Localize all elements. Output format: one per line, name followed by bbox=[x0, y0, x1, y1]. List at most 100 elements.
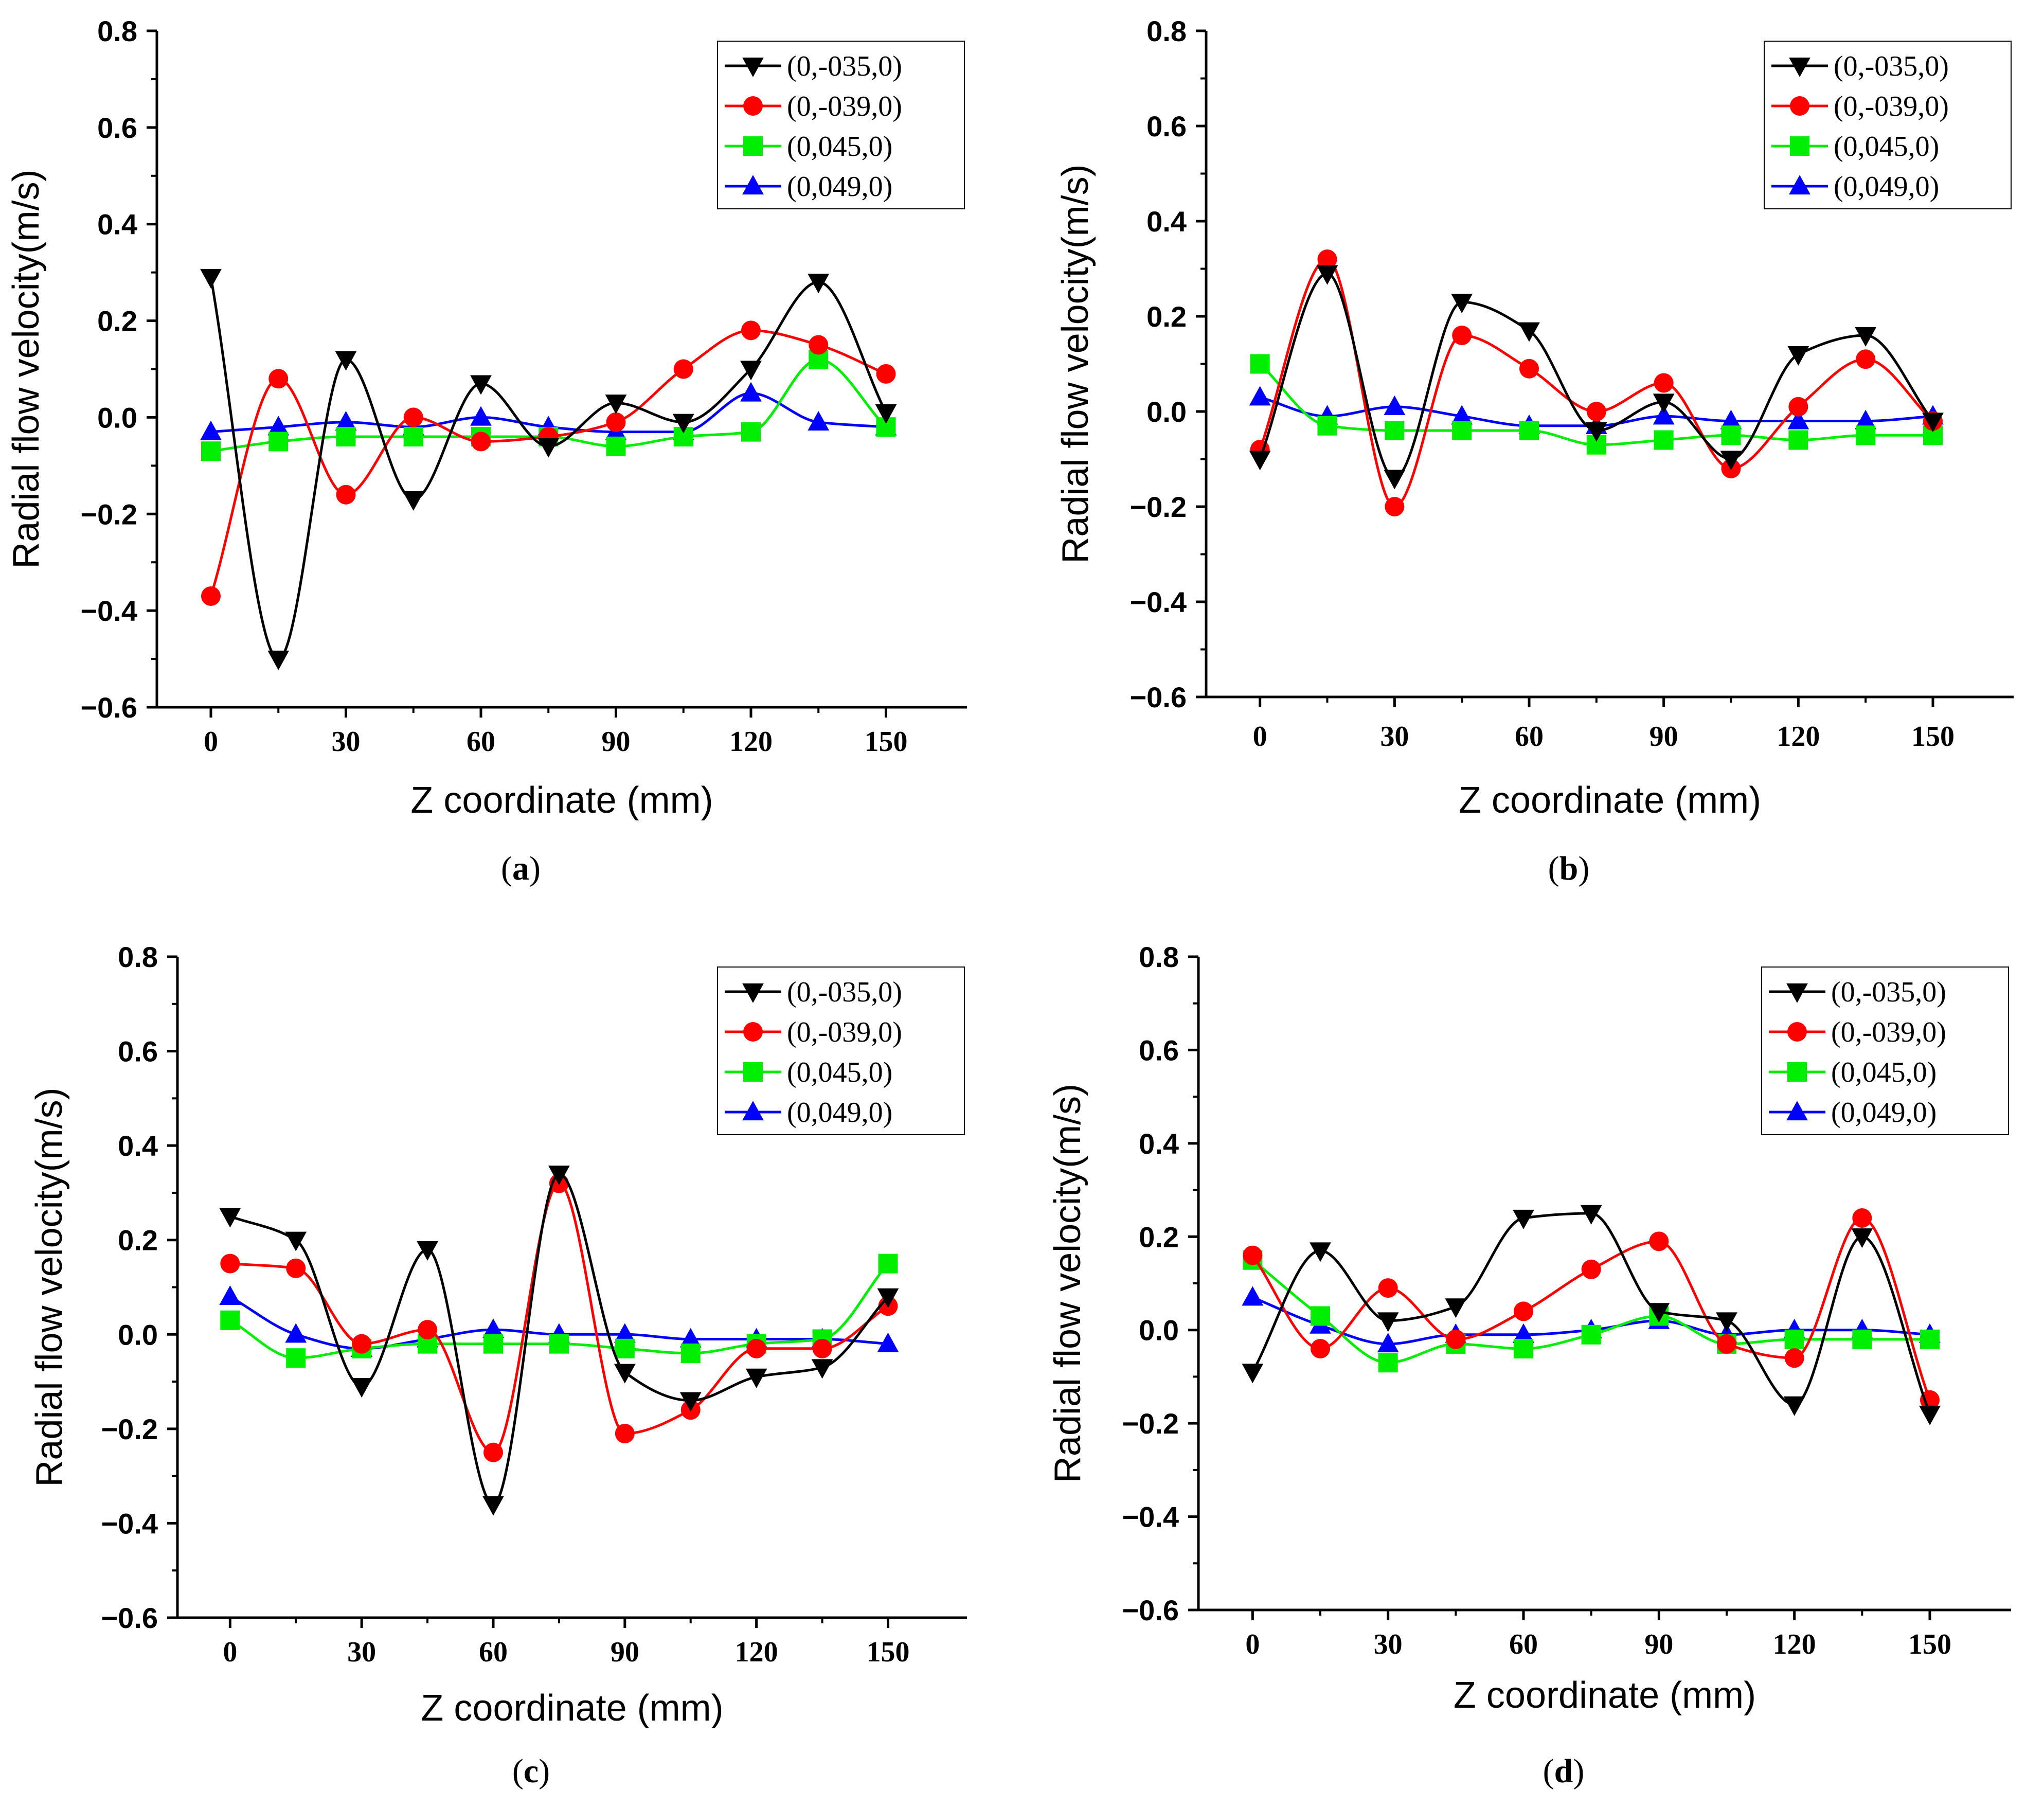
data-point bbox=[1451, 294, 1473, 314]
series-(0,-039,0) bbox=[1250, 249, 1943, 516]
data-point bbox=[1720, 409, 1742, 429]
data-point bbox=[1317, 416, 1337, 436]
legend-label: (0,045,0) bbox=[1831, 1057, 1937, 1088]
data-point bbox=[1716, 1312, 1737, 1332]
data-point bbox=[1452, 421, 1472, 440]
series-(0,-039,0) bbox=[201, 320, 896, 606]
x-tick-label: 120 bbox=[1773, 1628, 1816, 1660]
data-point bbox=[1317, 249, 1337, 269]
y-tick-label: 0.6 bbox=[97, 112, 137, 144]
data-point bbox=[1243, 1245, 1263, 1265]
y-tick-label: 0.2 bbox=[1146, 300, 1187, 333]
data-point bbox=[220, 1310, 240, 1330]
y-axis-title: Radial flow velocity(m/s) bbox=[6, 169, 47, 568]
data-point bbox=[268, 369, 289, 389]
data-point bbox=[1519, 421, 1539, 440]
data-point bbox=[336, 485, 356, 505]
data-point bbox=[470, 406, 492, 426]
data-point bbox=[417, 1241, 438, 1261]
legend-swatch-marker bbox=[743, 1022, 763, 1042]
series-(0,-035,0) bbox=[200, 268, 897, 670]
data-point bbox=[418, 1320, 438, 1340]
y-axis-title: Radial flow velocity(m/s) bbox=[1055, 164, 1096, 563]
series-(0,-039,0) bbox=[1243, 1208, 1940, 1410]
data-point bbox=[1920, 1390, 1940, 1410]
panel-caption: (b) bbox=[1548, 850, 1590, 887]
data-point bbox=[1581, 1324, 1601, 1345]
series-(0,-035,0) bbox=[219, 1166, 899, 1516]
legend: (0,-035,0) (0,-039,0) (0,045,0) (0,049,0) bbox=[717, 41, 965, 209]
data-point bbox=[1446, 1329, 1466, 1349]
data-point bbox=[351, 1378, 373, 1398]
x-tick-label: 60 bbox=[1509, 1628, 1538, 1660]
data-point bbox=[1787, 346, 1809, 366]
data-point bbox=[741, 422, 761, 442]
legend-label: (0,049,0) bbox=[1834, 171, 1939, 203]
data-point bbox=[201, 586, 221, 606]
legend-label: (0,-035,0) bbox=[787, 50, 902, 82]
data-point bbox=[1852, 1329, 1872, 1349]
data-point bbox=[614, 1323, 636, 1343]
data-point bbox=[286, 1258, 306, 1278]
y-tick-label: 0.6 bbox=[118, 1035, 158, 1068]
data-point bbox=[740, 382, 762, 402]
y-tick-label: 0.0 bbox=[118, 1318, 158, 1351]
x-axis-title: Z coordinate (mm) bbox=[421, 1688, 723, 1729]
x-tick-label: 120 bbox=[1777, 721, 1820, 753]
data-point bbox=[606, 436, 626, 456]
data-point bbox=[1856, 349, 1876, 369]
y-tick-label: −0.6 bbox=[101, 1602, 158, 1634]
x-tick-label: 90 bbox=[602, 726, 631, 758]
data-point bbox=[1653, 405, 1675, 425]
data-point bbox=[548, 1166, 570, 1186]
data-point bbox=[352, 1334, 372, 1354]
data-point bbox=[1717, 1334, 1736, 1354]
data-point bbox=[219, 1208, 241, 1228]
data-point bbox=[402, 491, 424, 511]
data-point bbox=[1385, 497, 1405, 516]
legend-label: (0,049,0) bbox=[1831, 1097, 1937, 1129]
data-point bbox=[1242, 1364, 1264, 1384]
data-point bbox=[876, 364, 896, 384]
data-point bbox=[1580, 1205, 1602, 1225]
data-point bbox=[336, 427, 356, 446]
legend-swatch-marker bbox=[1790, 96, 1809, 116]
data-point bbox=[1788, 430, 1808, 450]
data-point bbox=[1378, 1353, 1398, 1373]
y-tick-label: 0.2 bbox=[1139, 1221, 1179, 1253]
series-(0,045,0) bbox=[220, 1254, 898, 1368]
legend-swatch-marker bbox=[1789, 175, 1810, 195]
data-point bbox=[1242, 1286, 1264, 1306]
panel-caption: (c) bbox=[512, 1752, 550, 1790]
series-line bbox=[1251, 1212, 1931, 1415]
y-tick-label: −0.2 bbox=[1129, 491, 1187, 523]
legend: (0,-035,0) (0,-039,0) (0,045,0) (0,049,0) bbox=[1764, 41, 2012, 209]
data-point bbox=[1310, 1242, 1331, 1262]
data-point bbox=[1649, 1231, 1669, 1251]
y-tick-label: −0.6 bbox=[1129, 681, 1187, 713]
data-point bbox=[877, 1288, 899, 1308]
y-tick-label: 0.8 bbox=[118, 941, 158, 973]
data-point bbox=[1784, 1329, 1804, 1349]
legend-swatch-marker bbox=[1789, 57, 1810, 77]
data-point bbox=[740, 361, 762, 381]
data-point bbox=[679, 1328, 702, 1348]
data-point bbox=[1784, 1348, 1804, 1368]
data-point bbox=[470, 375, 492, 395]
legend-label: (0,-035,0) bbox=[787, 976, 902, 1008]
data-point bbox=[482, 1496, 504, 1516]
series-(0,045,0) bbox=[1250, 354, 1943, 455]
y-tick-label: 0.8 bbox=[1146, 15, 1187, 47]
data-point bbox=[268, 432, 289, 452]
y-tick-label: 0.6 bbox=[1146, 110, 1187, 142]
chart-panel-b: −0.6 −0.4 −0.2 0.0 0.2 0.4 0.6 0.8 0 30 60 90 120 150… bbox=[1055, 15, 2014, 887]
data-point bbox=[483, 1442, 503, 1462]
x-tick-label: 0 bbox=[204, 726, 218, 758]
y-tick-label: 0.2 bbox=[97, 305, 137, 337]
data-point bbox=[285, 1231, 307, 1251]
y-tick-label: −0.2 bbox=[80, 498, 137, 530]
y-tick-label: −0.2 bbox=[101, 1413, 158, 1445]
x-tick-label: 150 bbox=[1908, 1628, 1951, 1660]
data-point bbox=[1514, 1301, 1533, 1321]
data-point bbox=[1721, 425, 1741, 445]
